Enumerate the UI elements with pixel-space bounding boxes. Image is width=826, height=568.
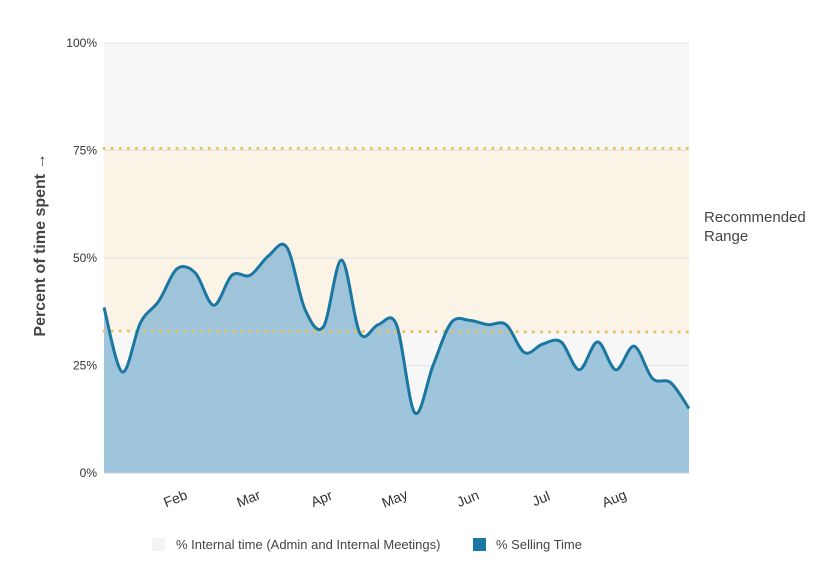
y-tick-label: 75% [73,144,97,158]
x-tick-label: May [379,486,410,511]
y-tick-label: 100% [66,36,97,50]
legend-internal-label: % Internal time (Admin and Internal Meet… [176,537,440,552]
x-tick-label: Aug [599,486,628,510]
x-tick-label: Jul [530,488,553,510]
x-tick-label: Jun [454,487,481,510]
x-tick-label: Mar [234,486,263,510]
y-tick-label: 50% [73,251,97,265]
y-axis-ticks: 0% 25% 50% 75% 100% [66,36,97,480]
recommended-range-label-line1: Recommended [704,209,806,226]
y-tick-label: 0% [80,466,98,480]
x-tick-label: Apr [308,487,335,510]
recommended-range-label-line2: Range [704,228,748,245]
legend: % Internal time (Admin and Internal Meet… [152,537,582,552]
x-axis-ticks: Feb Mar Apr May Jun Jul Aug [161,486,628,511]
legend-selling-swatch [473,538,486,551]
x-tick-label: Feb [161,486,190,510]
y-axis-label: Percent of time spent → [32,153,49,336]
legend-selling-label: % Selling Time [496,537,582,552]
legend-internal-swatch [152,538,165,551]
y-tick-label: 25% [73,359,97,373]
recommended-range-lower-line [102,329,691,334]
selling-time-line [102,242,691,415]
selling-time-area [104,244,689,473]
